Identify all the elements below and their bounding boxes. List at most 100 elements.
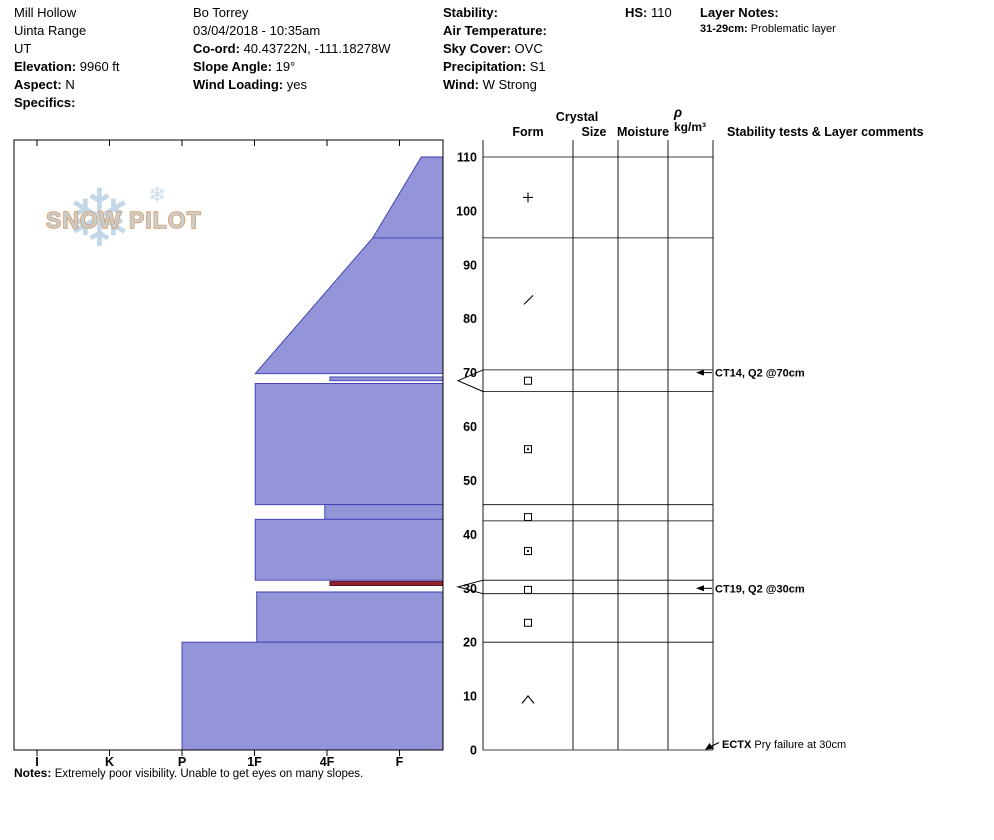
snowflake-icon: ❄ [66, 172, 133, 265]
snow-layer-bar [254, 382, 444, 506]
depth-axis-label: 80 [463, 312, 477, 326]
air-temp-label: Air Temperature: [443, 23, 547, 38]
header-location-block: Mill Hollow Uinta Range UT Elevation: 99… [14, 4, 120, 112]
test-annotation: CT19, Q2 @30cm [715, 583, 805, 595]
depth-axis-label: 10 [463, 690, 477, 704]
test-arrowhead-icon [696, 585, 704, 592]
comments-header: Stability tests & Layer comments [727, 125, 924, 139]
layer-notes-title-text: Layer Notes: [700, 5, 779, 20]
watermark-text: SNOW PILOT [46, 207, 202, 233]
elevation-field: Elevation: 9960 ft [14, 58, 120, 76]
depth-axis-label: 60 [463, 420, 477, 434]
slope-angle-field: Slope Angle: 19° [193, 58, 391, 76]
snow-layer-bar [371, 156, 444, 239]
site-name: Mill Hollow [14, 5, 77, 20]
precipitation-label: Precipitation: [443, 59, 527, 74]
wind-value: W Strong [482, 77, 537, 92]
grain-form-facet-icon [524, 585, 532, 594]
layer-notes-title: Layer Notes: [700, 4, 836, 22]
hardness-axis-label: P [178, 755, 186, 769]
header-hs-block: HS: 110 [625, 4, 672, 22]
snow-layer-bar [324, 504, 444, 520]
test-arrowhead-icon [705, 743, 714, 750]
snowflake-small-icon: ❄ [148, 183, 166, 208]
elevation-label: Elevation: [14, 59, 77, 74]
hardness-axis-label: 4F [320, 755, 335, 769]
layer-note-text: Problematic layer [750, 23, 836, 35]
wind-loading-value: yes [286, 77, 307, 92]
test-annotation-bold: CT19, Q2 @30cm [715, 583, 805, 595]
wind-loading-label: Wind Loading: [193, 77, 284, 92]
header-observer-block: Bo Torrey 03/04/2018 - 10:35am Co-ord: 4… [193, 4, 391, 94]
grain-form-mixed-dot-icon [526, 448, 530, 451]
layer-note-range: 31-29cm: [700, 23, 748, 35]
density-units-header: kg/m³ [674, 120, 706, 134]
grain-form-mixed-dot-icon [526, 549, 530, 553]
crystal-header: Crystal [556, 110, 598, 124]
test-arrowhead-icon [696, 369, 704, 376]
depth-axis-label: 50 [463, 474, 477, 488]
test-annotation-text: Pry failure at 30cm [751, 739, 846, 751]
site-state: UT [14, 41, 32, 56]
pit-notes: Notes: Extremely poor visibility. Unable… [14, 766, 363, 780]
header-layer-notes-block: Layer Notes: 31-29cm: Problematic layer [700, 4, 836, 37]
precipitation-field: Precipitation: S1 [443, 58, 547, 76]
moisture-header: Moisture [617, 125, 669, 139]
site-range: Uinta Range [14, 23, 87, 38]
grain-form-depth-hoar-icon [521, 694, 535, 704]
header-weather-block: Stability: Air Temperature: Sky Cover: O… [443, 4, 547, 94]
snow-layer-bar [256, 591, 444, 643]
slope-angle-value: 19° [275, 59, 296, 74]
specifics-label: Specifics: [14, 95, 76, 110]
snow-layer-bar [329, 376, 444, 382]
depth-axis-label: 110 [457, 151, 477, 165]
observer-name: Bo Torrey [193, 5, 249, 20]
density-symbol-header: ρ [673, 105, 682, 120]
air-temp-field: Air Temperature: [443, 22, 547, 40]
observation-datetime: 03/04/2018 - 10:35am [193, 23, 321, 38]
sky-cover-label: Sky Cover: [443, 41, 511, 56]
hardness-axis-label: K [105, 755, 114, 769]
test-annotation-bold: CT14, Q2 @70cm [715, 368, 805, 380]
depth-axis-label: 90 [463, 258, 477, 272]
hardness-axis-label: I [35, 755, 38, 769]
hs-value: 110 [651, 5, 672, 20]
problem-layer-bar [329, 580, 444, 587]
wind-loading-field: Wind Loading: yes [193, 76, 391, 94]
form-header: Form [512, 125, 543, 139]
size-header: Size [581, 125, 606, 139]
sky-cover-field: Sky Cover: OVC [443, 40, 547, 58]
depth-axis-label: 40 [463, 528, 477, 542]
hs-field: HS: 110 [625, 4, 672, 22]
snow-layer-bar [254, 518, 444, 581]
coord-label: Co-ord: [193, 41, 240, 56]
depth-axis-label: 30 [463, 582, 477, 596]
aspect-value: N [65, 77, 75, 92]
hardness-axis-label: 1F [247, 755, 262, 769]
test-annotation: ECTX Pry failure at 30cm [722, 739, 846, 751]
coord-field: Co-ord: 40.43722N, -111.18278W [193, 40, 391, 58]
snow-layer-bar [254, 237, 444, 375]
specifics-field: Specifics: [14, 94, 120, 112]
hardness-axis-label: F [396, 755, 404, 769]
precipitation-value: S1 [529, 59, 546, 74]
coord-value: 40.43722N, -111.18278W [243, 41, 391, 56]
hardness-chart-border [13, 139, 444, 751]
notes-text: Extremely poor visibility. Unable to get… [54, 768, 364, 780]
slope-angle-label: Slope Angle: [193, 59, 272, 74]
grain-form-decomposing-icon [523, 294, 534, 305]
test-arrow [710, 742, 720, 747]
snow-layer-bar [181, 641, 444, 751]
wind-field: Wind: W Strong [443, 76, 547, 94]
elevation-value: 9960 ft [79, 59, 120, 74]
aspect-field: Aspect: N [14, 76, 120, 94]
grain-form-facet-icon [524, 376, 532, 385]
test-annotation: CT14, Q2 @70cm [715, 368, 805, 380]
tested-layer-bracket [456, 579, 484, 595]
grain-form-facet-icon [524, 547, 532, 556]
layer-note-item: 31-29cm: Problematic layer [700, 22, 836, 37]
grain-form-facet-icon [524, 513, 532, 522]
wind-label: Wind: [443, 77, 479, 92]
